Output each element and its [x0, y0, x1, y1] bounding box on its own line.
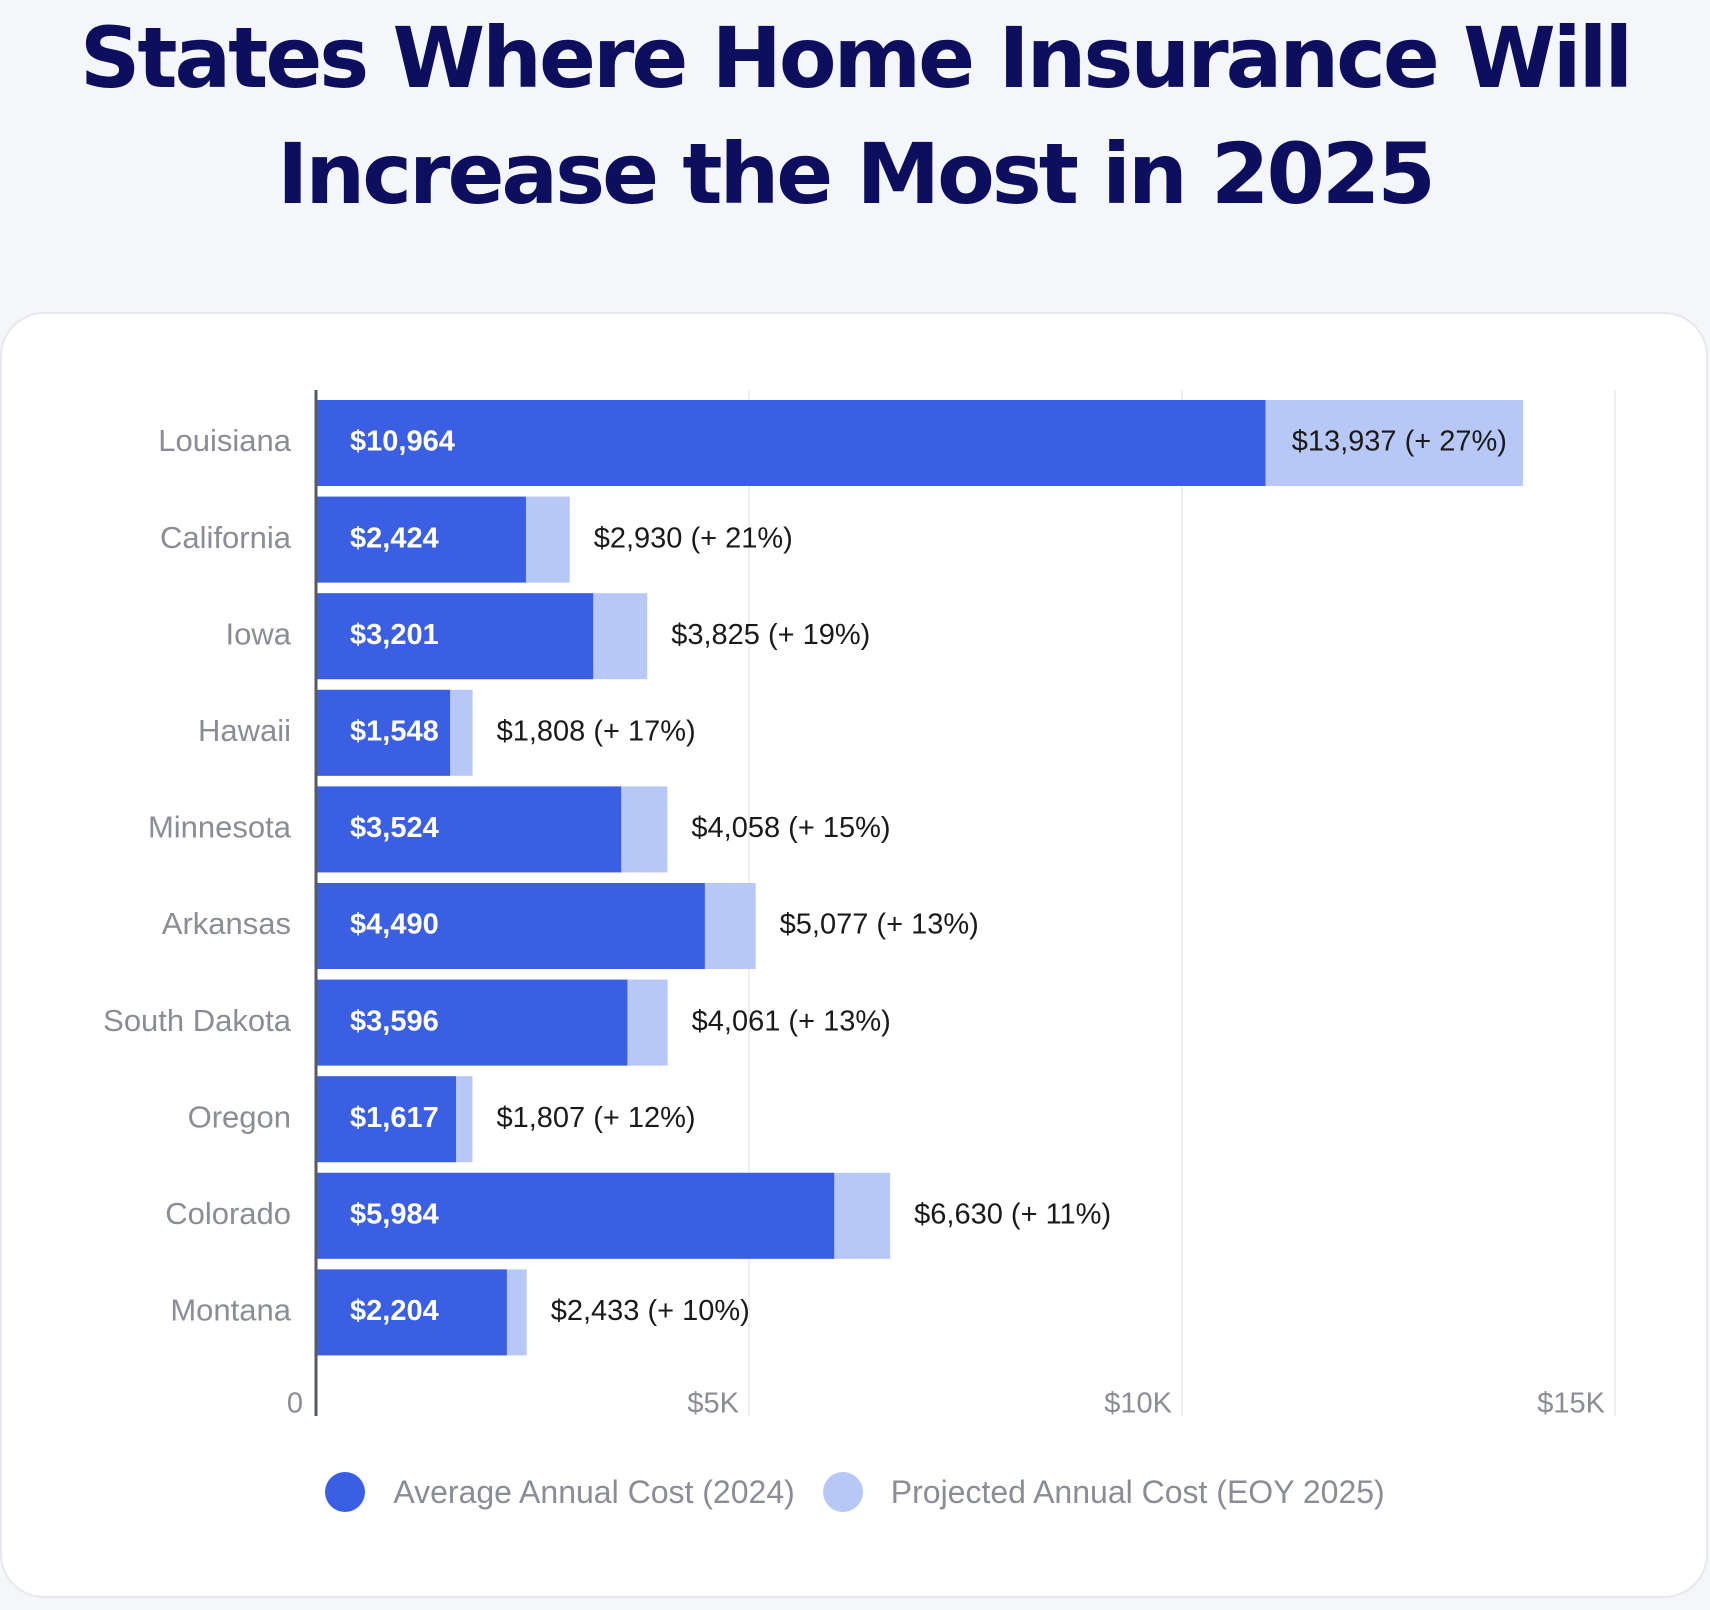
bar-base [316, 1172, 835, 1259]
chart-title: States Where Home Insurance Will Increas… [0, 0, 1710, 232]
legend-swatch-base [325, 1472, 366, 1512]
tick-label: $5K [687, 1388, 739, 1420]
legend-item-base: Average Annual Cost (2024) [325, 1472, 795, 1512]
data-label-base: $1,548 [350, 715, 439, 747]
data-label-base: $10,964 [350, 426, 455, 458]
bar-base [316, 593, 594, 680]
data-label-projected: $3,825 (+ 19%) [671, 619, 870, 651]
category-label: Arkansas [162, 906, 291, 941]
data-label-base: $1,617 [350, 1102, 439, 1134]
data-label-base: $5,984 [350, 1198, 439, 1230]
tick-label: $15K [1537, 1388, 1605, 1420]
data-label-projected: $4,058 (+ 15%) [691, 812, 890, 844]
data-label-projected: $2,433 (+ 10%) [551, 1295, 750, 1327]
legend-item-projected: Projected Annual Cost (EOY 2025) [822, 1472, 1385, 1512]
data-label-base: $3,596 [350, 1005, 439, 1037]
data-label-projected: $13,937 (+ 27%) [1292, 426, 1507, 458]
category-label: Louisiana [158, 423, 291, 458]
chart-title-line-1: States Where Home Insurance Will [79, 9, 1633, 107]
data-label-projected: $1,808 (+ 17%) [497, 715, 696, 747]
bar-base [316, 400, 1266, 486]
bar-base [316, 979, 628, 1066]
chart-card [0, 312, 1708, 1598]
bar-base [316, 883, 705, 969]
category-label: California [160, 520, 292, 555]
data-label-projected: $6,630 (+ 11%) [914, 1198, 1111, 1230]
category-label: Iowa [226, 616, 292, 651]
legend-label-projected: Projected Annual Cost (EOY 2025) [890, 1473, 1385, 1510]
tick-label: $10K [1104, 1388, 1172, 1420]
category-label: Minnesota [148, 810, 292, 845]
bar-base [316, 786, 622, 873]
legend-label-base: Average Annual Cost (2024) [393, 1473, 795, 1510]
data-label-base: $2,204 [350, 1295, 439, 1327]
tick-label: 0 [287, 1388, 303, 1420]
category-label: Oregon [188, 1099, 291, 1134]
category-label: Colorado [165, 1196, 291, 1231]
category-label: Hawaii [198, 713, 291, 748]
data-label-projected: $2,930 (+ 21%) [594, 522, 793, 554]
data-label-base: $2,424 [350, 522, 439, 554]
bar-base [316, 689, 451, 776]
legend-swatch-projected [822, 1472, 863, 1512]
data-label-base: $3,201 [350, 619, 439, 651]
category-label: South Dakota [103, 1003, 292, 1038]
bar-base [316, 1076, 457, 1163]
chart-title-line-2: Increase the Most in 2025 [277, 125, 1436, 223]
data-label-projected: $5,077 (+ 13%) [780, 909, 979, 941]
bar-base [316, 496, 526, 583]
chart-legend: Average Annual Cost (2024) Projected Ann… [0, 1472, 1710, 1512]
data-label-base: $4,490 [350, 909, 439, 941]
data-label-projected: $4,061 (+ 13%) [692, 1005, 891, 1037]
data-label-projected: $1,807 (+ 12%) [496, 1102, 695, 1134]
category-label: Montana [170, 1293, 291, 1328]
data-label-base: $3,524 [350, 812, 439, 844]
bar-base [316, 1269, 507, 1356]
